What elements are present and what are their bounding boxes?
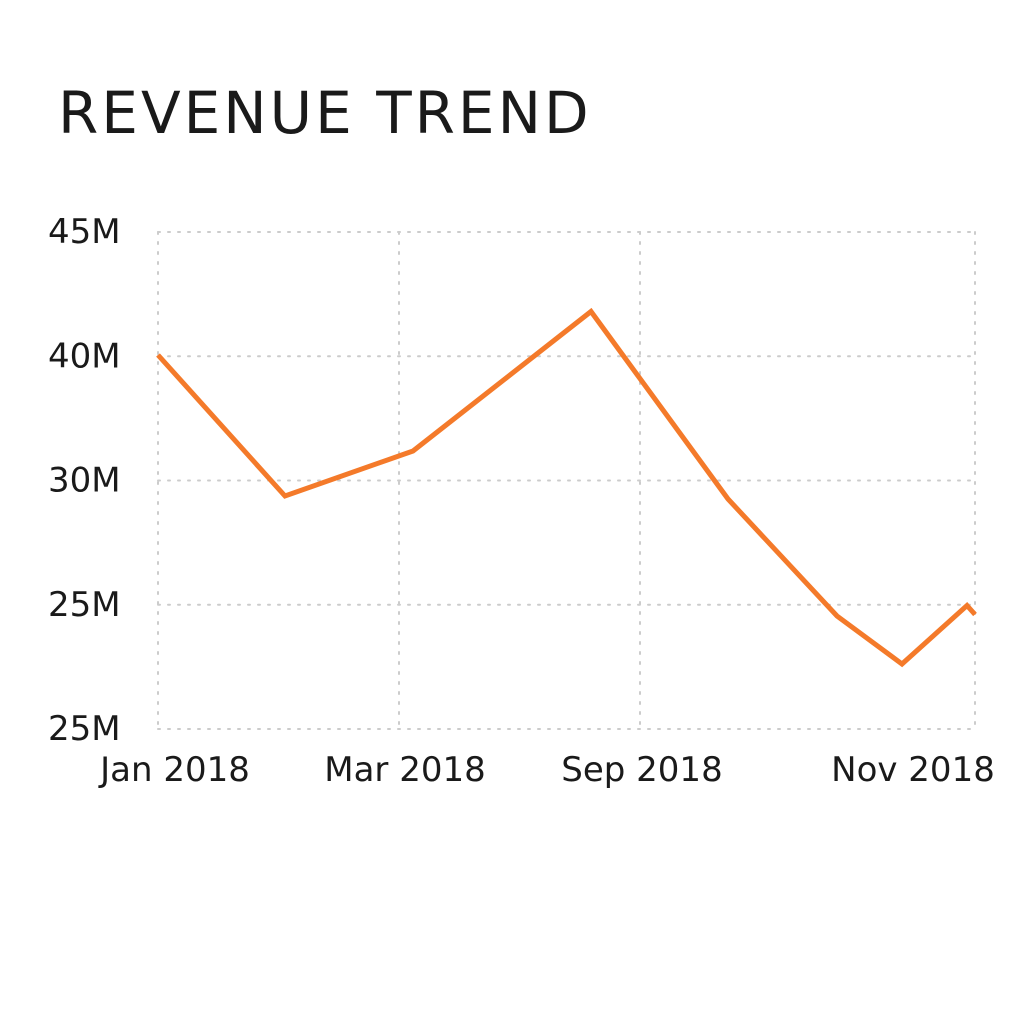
y-tick-label: 30M <box>48 461 121 501</box>
y-tick-label: 45M <box>48 212 121 252</box>
y-tick-label: 25M <box>48 709 121 749</box>
x-tick-label: Jan 2018 <box>98 750 250 790</box>
series-layer <box>156 307 977 668</box>
y-tick-label: 40M <box>48 336 121 376</box>
y-axis: 45M 40M 30M 25M 25M <box>48 212 121 749</box>
x-axis: Jan 2018 Mar 2018 Sep 2018 Nov 2018 <box>98 750 995 790</box>
x-tick-label: Sep 2018 <box>561 750 722 790</box>
series-line <box>156 307 977 668</box>
x-tick-label: Mar 2018 <box>324 750 485 790</box>
grid <box>157 231 976 730</box>
chart-title: REVENUE TREND <box>58 79 592 147</box>
x-tick-label: Nov 2018 <box>831 750 995 790</box>
y-tick-label: 25M <box>48 585 121 625</box>
